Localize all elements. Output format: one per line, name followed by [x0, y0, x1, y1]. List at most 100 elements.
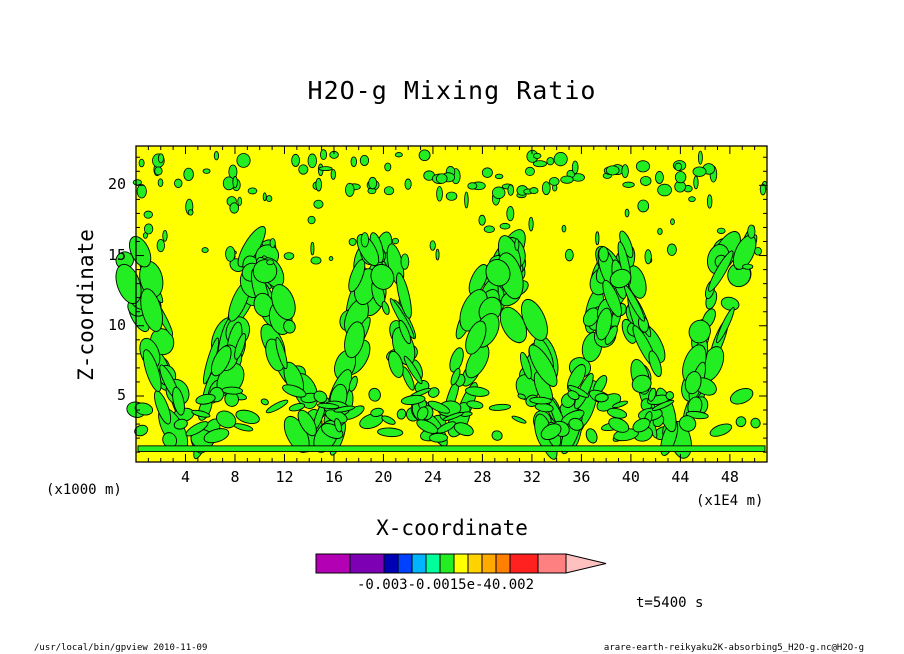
- contour-blob: [328, 256, 334, 262]
- contour-blob: [229, 202, 240, 214]
- contour-blob: [156, 238, 165, 253]
- contour-blob: [138, 158, 145, 168]
- x-tick-label: 44: [671, 468, 690, 486]
- contour-blob: [742, 263, 754, 270]
- colorbar-segment: [425, 553, 441, 574]
- contour-blob: [313, 390, 328, 404]
- footer-filename: arare-earth-reikyaku2K-absorbing5_H2O-g.…: [603, 643, 864, 653]
- contour-blob: [215, 410, 237, 429]
- contour-blob: [288, 403, 306, 412]
- colorbar-segment: [495, 553, 511, 574]
- contour-blob: [585, 428, 598, 444]
- contour-blob: [381, 415, 396, 425]
- contour-blob: [377, 427, 404, 438]
- contour-blob: [221, 386, 244, 395]
- y-tick-label: 20: [107, 175, 126, 194]
- contour-blob: [144, 223, 154, 235]
- contour-blob: [655, 171, 664, 184]
- contour-blob: [344, 321, 365, 359]
- contour-blob: [529, 396, 552, 405]
- contour-blob: [445, 191, 458, 201]
- x-tick-label: 36: [572, 468, 591, 486]
- contour-blob: [729, 388, 754, 405]
- contour-blob: [213, 151, 219, 161]
- contour-blob: [657, 227, 663, 235]
- contour-blob: [143, 210, 153, 219]
- colorbar: [315, 553, 607, 574]
- contour-blob: [142, 349, 162, 392]
- contour-blob: [210, 345, 232, 377]
- contour-blob: [678, 415, 697, 432]
- contour-blob: [517, 393, 527, 400]
- contour-blob: [237, 196, 242, 207]
- contour-blob: [396, 408, 407, 420]
- colorbar-arrow: [565, 553, 607, 574]
- contour-blob: [435, 248, 440, 261]
- contour-blob: [183, 167, 194, 182]
- y-axis-label: Z-coordinate: [74, 229, 98, 381]
- contour-blob: [201, 247, 209, 253]
- y-tick-label: 5: [116, 385, 126, 404]
- contour-blob: [291, 153, 300, 167]
- contour-blob: [132, 179, 142, 186]
- contour-blob: [400, 253, 410, 270]
- contour-blob: [307, 153, 317, 169]
- y-tick-label: 15: [107, 245, 126, 264]
- contour-blob: [595, 307, 613, 341]
- contour-blob: [568, 417, 584, 431]
- colorbar-labels: -0.003-0.0015e-40.002: [357, 577, 535, 593]
- contour-blob: [747, 224, 756, 239]
- contour-blob: [640, 175, 652, 186]
- contour-blob: [202, 168, 211, 174]
- contour-blob: [391, 237, 400, 245]
- contour-blob: [136, 184, 147, 199]
- contour-blob: [507, 184, 515, 196]
- contour-blob: [631, 374, 652, 393]
- contour-blob: [528, 344, 558, 387]
- contour-blob: [528, 216, 534, 232]
- contour-blob: [492, 186, 506, 199]
- contour-blob: [750, 417, 761, 429]
- contour-blob: [368, 387, 381, 402]
- contour-blob: [435, 173, 448, 184]
- contour-blob: [368, 176, 378, 190]
- contour-blob: [716, 227, 726, 234]
- contour-blob: [635, 160, 651, 173]
- contour-blob: [260, 398, 269, 406]
- contour-blob: [418, 149, 431, 162]
- contour-blob: [598, 246, 609, 263]
- contour-blob: [262, 192, 267, 202]
- colorbar-segment: [315, 553, 351, 574]
- contour-blob: [134, 402, 154, 416]
- contour-blob: [644, 249, 652, 265]
- contour-blob: [666, 243, 677, 256]
- contour-blob: [403, 355, 423, 385]
- contour-blob: [234, 333, 247, 360]
- contour-blob: [674, 171, 687, 184]
- x-tick-label: 4: [180, 468, 190, 486]
- contour-blob: [416, 419, 439, 434]
- contour-blob: [154, 166, 163, 176]
- contour-blob: [195, 393, 216, 405]
- contour-blob: [553, 152, 568, 167]
- contour-blob: [494, 173, 504, 180]
- contour-blob: [134, 424, 149, 437]
- x-tick-label: 16: [324, 468, 343, 486]
- contour-blob: [318, 166, 333, 172]
- contour-blob: [203, 428, 230, 444]
- contour-blob: [265, 399, 289, 414]
- contour-blob: [612, 400, 629, 409]
- colorbar-segment: [439, 553, 455, 574]
- contour-blob: [252, 259, 278, 284]
- contour-blob: [657, 183, 672, 197]
- contour-blob: [348, 237, 357, 246]
- contour-blob: [688, 319, 711, 344]
- contour-blob: [282, 384, 307, 398]
- contour-blob: [157, 153, 164, 164]
- colorbar-segment: [453, 553, 469, 574]
- contour-blob: [546, 157, 555, 166]
- x-tick-label: 48: [720, 468, 739, 486]
- contour-blob: [697, 150, 703, 165]
- contour-blob: [436, 186, 443, 202]
- contour-blob: [560, 175, 574, 184]
